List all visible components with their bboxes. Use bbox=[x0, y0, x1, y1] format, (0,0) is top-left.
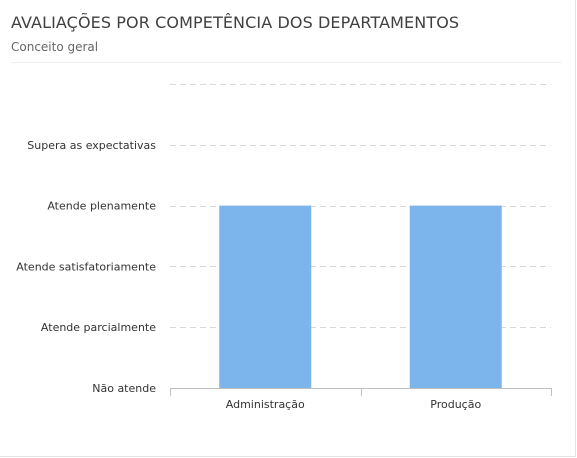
x-tick-label: Produção bbox=[430, 398, 481, 411]
y-tick-label: Atende parcialmente bbox=[41, 321, 156, 334]
x-tick-label: Administração bbox=[226, 398, 305, 411]
y-tick-label: Não atende bbox=[92, 382, 156, 395]
y-tick-label: Atende satisfatoriamente bbox=[16, 260, 156, 273]
y-tick-label: Supera as expectativas bbox=[27, 139, 156, 152]
bar-2[interactable] bbox=[409, 205, 502, 388]
chart-subtitle: Conceito geral bbox=[11, 40, 99, 54]
header-divider bbox=[11, 62, 561, 63]
bar-1[interactable] bbox=[219, 205, 312, 388]
y-tick-label: Atende plenamente bbox=[47, 200, 156, 213]
chart-title: AVALIAÇÕES POR COMPETÊNCIA DOS DEPARTAME… bbox=[11, 13, 460, 32]
